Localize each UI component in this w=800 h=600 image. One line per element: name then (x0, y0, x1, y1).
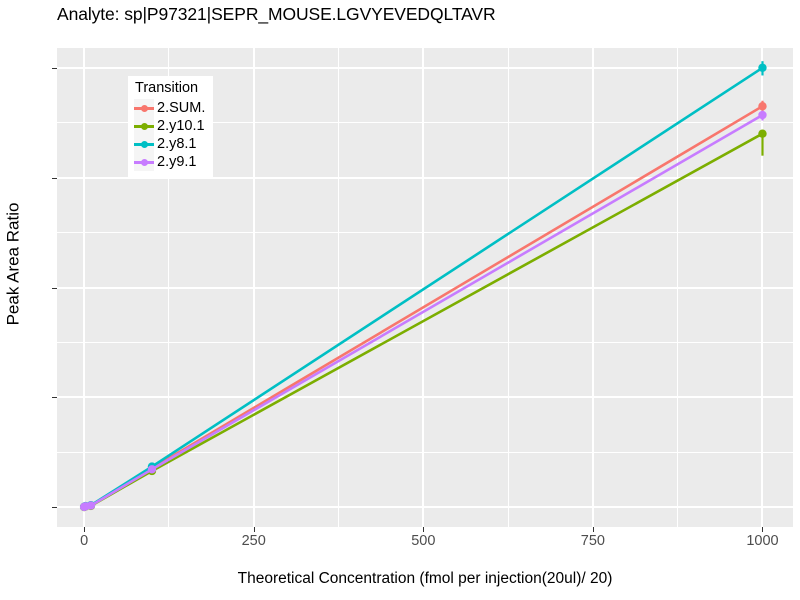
y-axis-label: Peak Area Ratio (0, 0, 26, 527)
data-point (758, 129, 767, 138)
legend-key-icon (134, 99, 154, 117)
gridline-major-horizontal (57, 176, 793, 179)
legend-key-icon (134, 135, 154, 153)
x-axis-tick-label: 500 (411, 533, 436, 549)
x-axis-tick-label: 750 (580, 533, 605, 549)
legend-item-label: 2.y9.1 (157, 154, 197, 170)
gridline-major-horizontal (57, 396, 793, 399)
x-axis-tick-mark (423, 527, 425, 532)
y-axis-tick-mark (52, 507, 57, 509)
gridline-minor-horizontal (57, 122, 793, 124)
x-axis-tick-label: 1000 (746, 533, 779, 549)
legend-item-label: 2.y10.1 (157, 118, 205, 134)
x-axis-tick-label: 0 (80, 533, 89, 549)
gridline-major-horizontal (57, 506, 793, 509)
legend-item-2.SUM.[interactable]: 2.SUM. (134, 99, 205, 117)
gridline-minor-horizontal (57, 232, 793, 234)
x-axis-tick-label: 250 (241, 533, 266, 549)
data-point (758, 110, 767, 120)
x-axis-label: Theoretical Concentration (fmol per inje… (237, 570, 613, 587)
chart-title: Analyte: sp|P97321|SEPR_MOUSE.LGVYEVEDQL… (57, 4, 496, 24)
legend-title: Transition (135, 80, 199, 96)
series-2.y9.1 (79, 110, 767, 512)
x-axis-tick-mark (253, 527, 255, 532)
y-axis-label-text: Peak Area Ratio (3, 202, 23, 325)
series-2.y10.1 (79, 129, 767, 512)
data-point (758, 63, 767, 72)
legend-key-point (140, 158, 148, 166)
legend: Transition 2.SUM. 2.y10.1 2.y8.1 2.y9.1 (128, 76, 214, 177)
y-axis-tick-mark (52, 287, 57, 289)
data-series-layer (79, 61, 767, 512)
legend-key-point (140, 140, 148, 148)
y-axis-tick-mark (52, 397, 57, 399)
x-axis-tick-mark (592, 527, 594, 532)
legend-key-icon (134, 153, 154, 171)
legend-item-2.y8.1[interactable]: 2.y8.1 (134, 135, 205, 153)
legend-key-point (140, 104, 148, 112)
x-axis-tick-mark (762, 527, 764, 532)
legend-item-2.y9.1[interactable]: 2.y9.1 (134, 153, 205, 171)
legend-entries: 2.SUM. 2.y10.1 2.y8.1 2.y9.1 (134, 99, 205, 171)
gridline-minor-horizontal (57, 341, 793, 343)
legend-item-label: 2.y8.1 (157, 136, 197, 152)
gridline-minor-horizontal (57, 451, 793, 453)
legend-key-point (140, 122, 148, 130)
y-axis-tick-mark (52, 177, 57, 179)
data-point (147, 465, 157, 474)
legend-key-icon (134, 117, 154, 135)
x-axis-tick-mark (84, 527, 86, 532)
data-point (86, 501, 96, 510)
data-point (758, 102, 767, 111)
legend-item-2.y10.1[interactable]: 2.y10.1 (134, 117, 205, 135)
gridline-major-horizontal (57, 66, 793, 69)
y-axis-tick-mark (52, 67, 57, 69)
legend-item-label: 2.SUM. (157, 100, 206, 116)
